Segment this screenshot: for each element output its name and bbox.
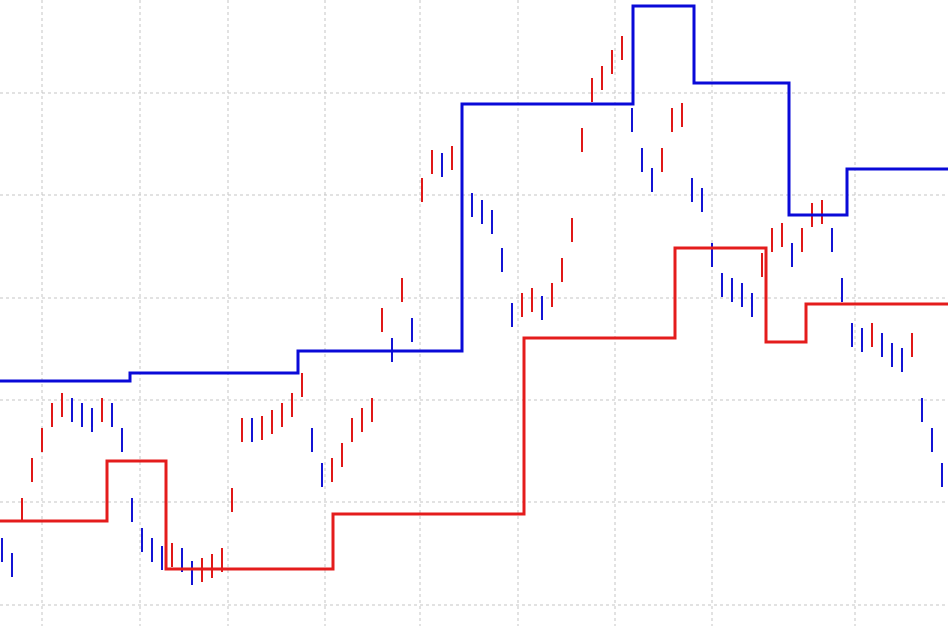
step-line	[0, 4, 948, 383]
step-line	[0, 246, 948, 571]
